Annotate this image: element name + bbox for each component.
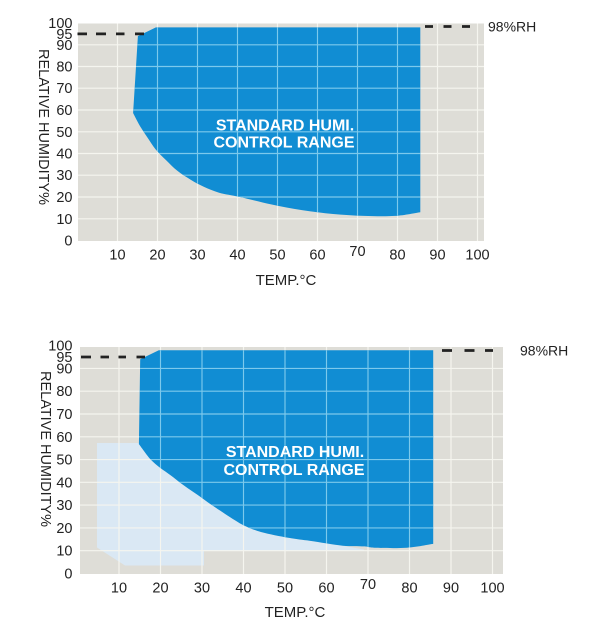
svg-text:40: 40: [235, 581, 251, 597]
svg-text:RELATIVE HUMIDITY%: RELATIVE HUMIDITY%: [35, 49, 51, 205]
svg-text:60: 60: [56, 103, 72, 119]
svg-text:50: 50: [56, 453, 72, 469]
svg-text:10: 10: [111, 581, 127, 597]
svg-text:CONTROL RANGE: CONTROL RANGE: [213, 135, 354, 152]
svg-text:70: 70: [349, 244, 365, 260]
svg-text:80: 80: [56, 60, 72, 76]
svg-text:80: 80: [389, 248, 405, 264]
svg-text:98%RH: 98%RH: [520, 343, 568, 359]
svg-text:60: 60: [56, 430, 72, 446]
svg-text:100: 100: [48, 339, 72, 355]
svg-text:70: 70: [56, 81, 72, 97]
svg-text:STANDARD HUMI.: STANDARD HUMI.: [226, 444, 364, 461]
svg-text:100: 100: [480, 581, 504, 597]
svg-text:10: 10: [56, 212, 72, 228]
svg-text:60: 60: [318, 581, 334, 597]
svg-text:70: 70: [360, 577, 376, 593]
svg-text:0: 0: [64, 567, 72, 583]
svg-text:60: 60: [309, 248, 325, 264]
svg-text:10: 10: [56, 544, 72, 560]
svg-text:90: 90: [429, 248, 445, 264]
svg-text:30: 30: [56, 168, 72, 184]
svg-text:80: 80: [56, 384, 72, 400]
svg-text:95: 95: [56, 350, 72, 366]
svg-text:90: 90: [56, 361, 72, 377]
svg-text:98%RH: 98%RH: [488, 19, 536, 35]
svg-text:20: 20: [56, 521, 72, 537]
svg-text:30: 30: [56, 498, 72, 514]
svg-text:95: 95: [56, 27, 72, 43]
svg-text:0: 0: [64, 234, 72, 250]
svg-text:TEMP.°C: TEMP.°C: [265, 604, 326, 621]
svg-text:20: 20: [152, 581, 168, 597]
svg-text:20: 20: [56, 190, 72, 206]
svg-text:10: 10: [109, 248, 125, 264]
svg-text:CONTROL RANGE: CONTROL RANGE: [223, 462, 364, 479]
svg-text:100: 100: [48, 16, 72, 32]
svg-text:TEMP.°C: TEMP.°C: [256, 272, 317, 289]
svg-text:40: 40: [56, 147, 72, 163]
svg-text:20: 20: [149, 248, 165, 264]
svg-text:90: 90: [56, 38, 72, 54]
svg-text:50: 50: [56, 125, 72, 141]
svg-text:RELATIVE HUMIDITY%: RELATIVE HUMIDITY%: [37, 371, 53, 527]
svg-text:40: 40: [56, 475, 72, 491]
svg-text:100: 100: [465, 248, 489, 264]
svg-text:90: 90: [443, 581, 459, 597]
svg-text:50: 50: [277, 581, 293, 597]
svg-text:30: 30: [194, 581, 210, 597]
svg-text:40: 40: [229, 248, 245, 264]
svg-text:30: 30: [189, 248, 205, 264]
svg-text:80: 80: [401, 581, 417, 597]
svg-text:50: 50: [269, 248, 285, 264]
svg-text:STANDARD HUMI.: STANDARD HUMI.: [216, 118, 354, 135]
svg-text:70: 70: [56, 407, 72, 423]
